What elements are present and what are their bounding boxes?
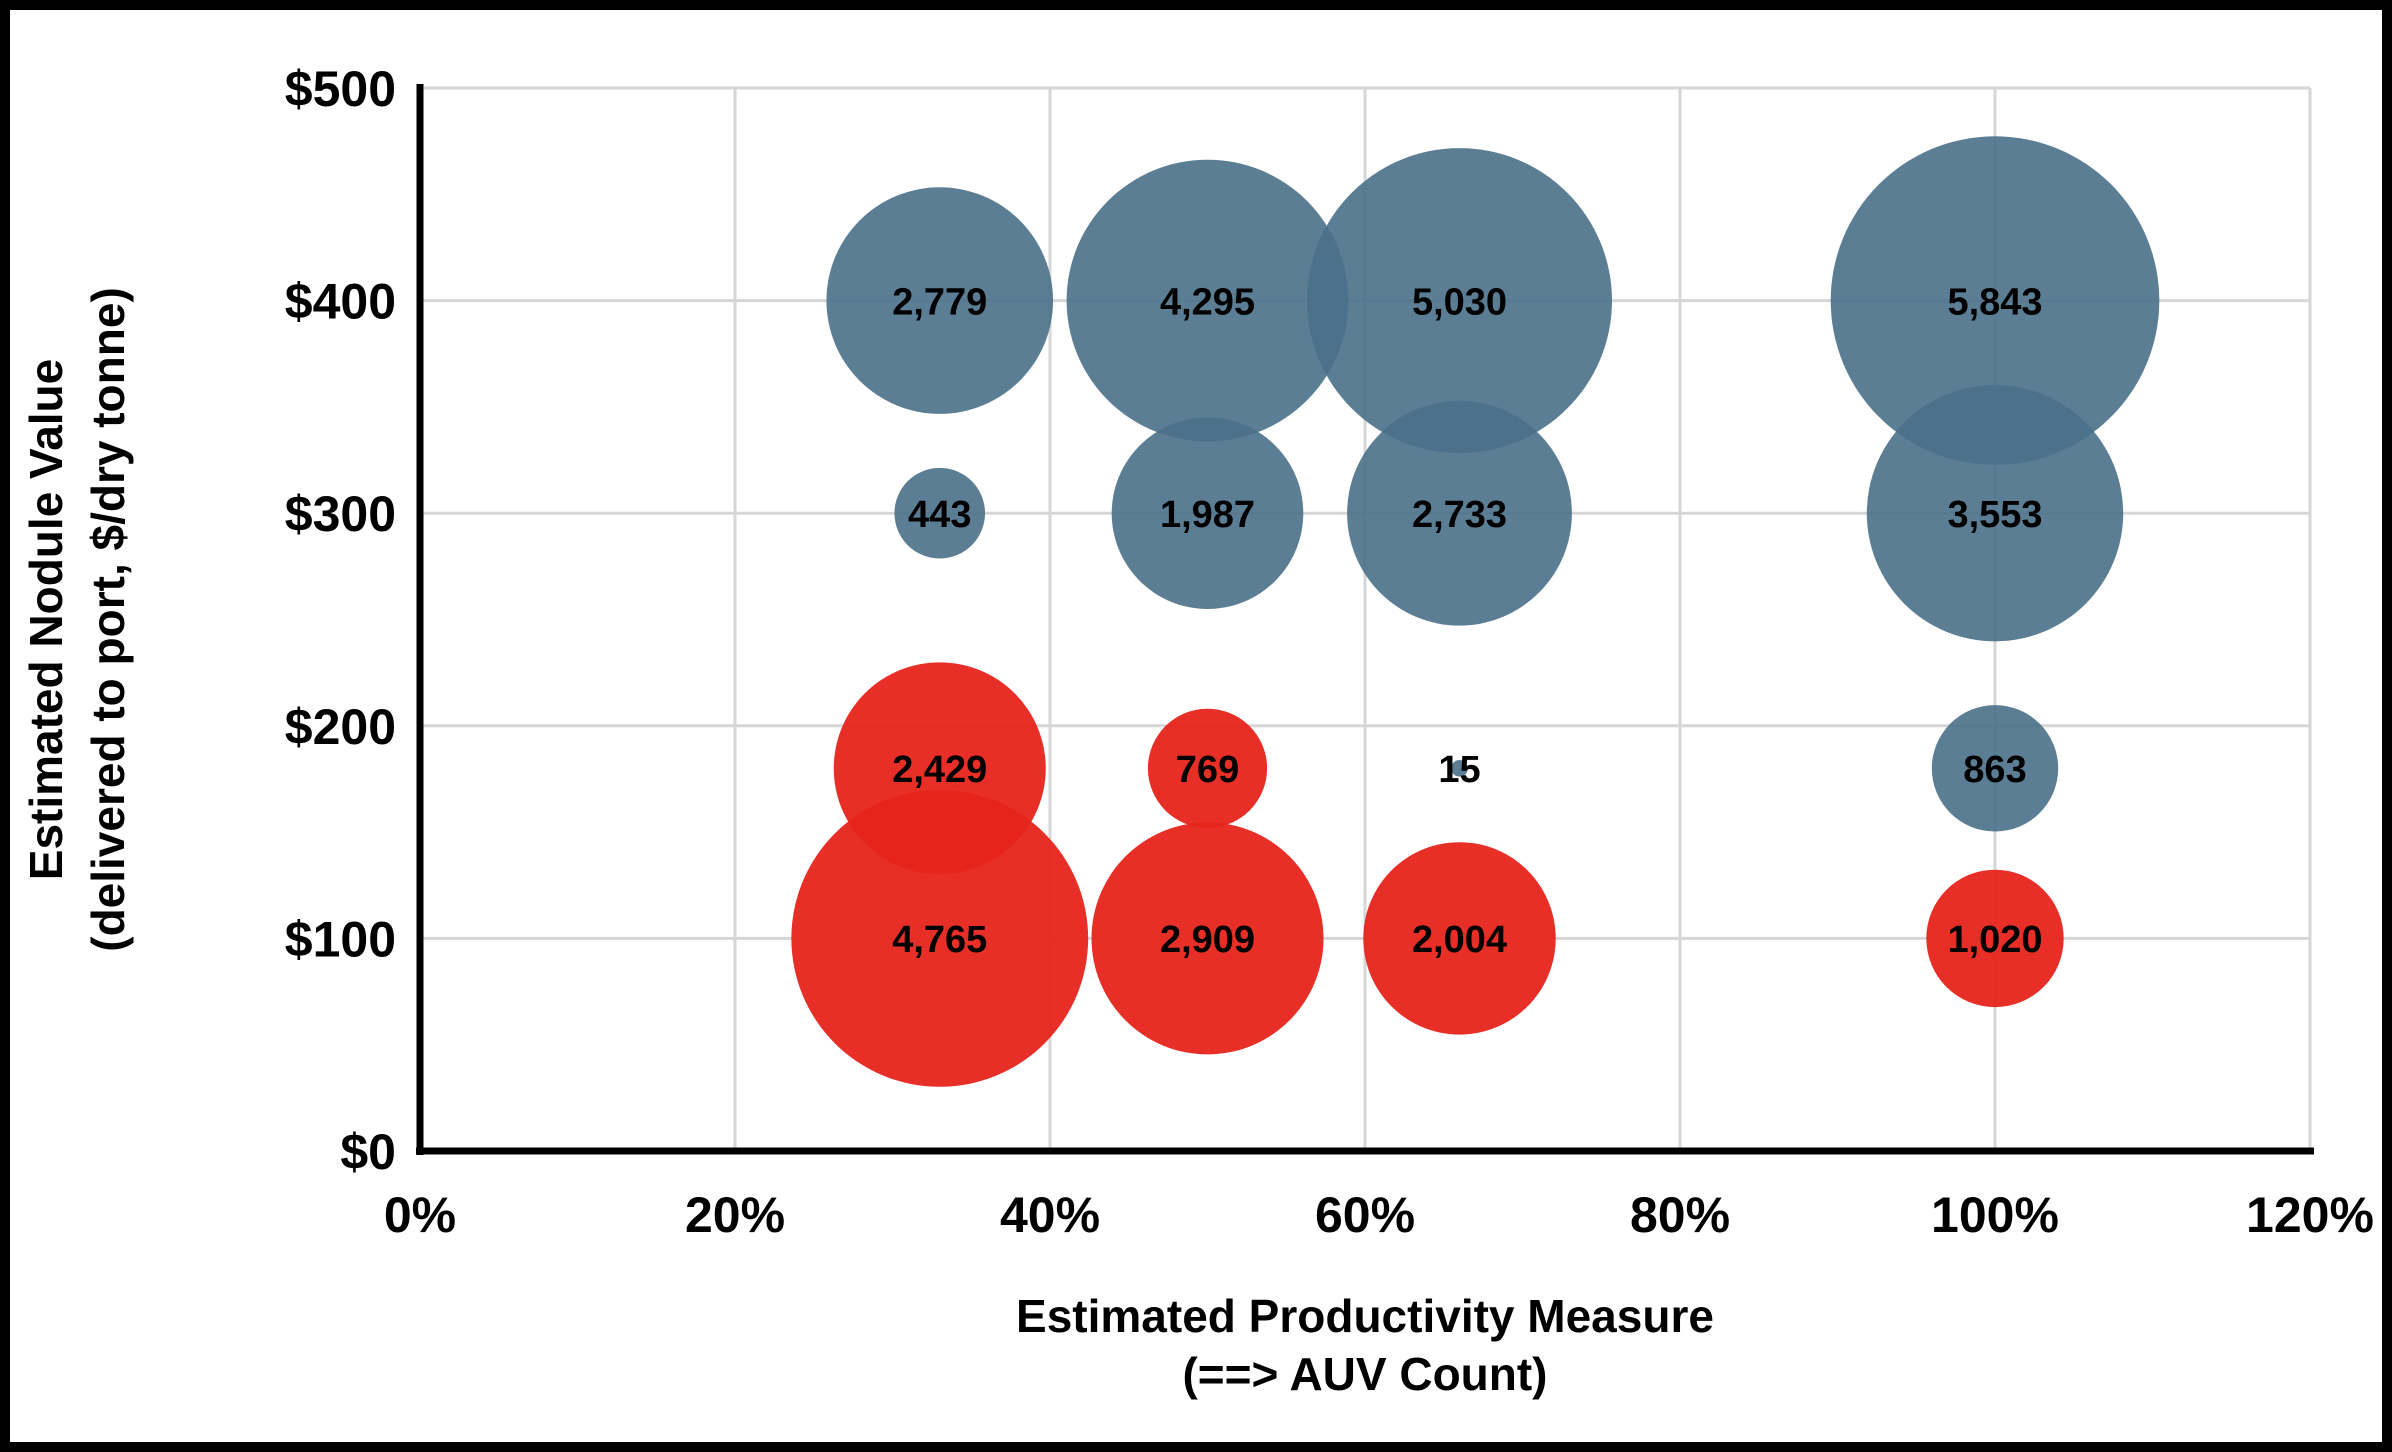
- y-tick-label: $300: [285, 486, 396, 542]
- bubble-label: 443: [908, 494, 971, 536]
- bubble-label: 2,733: [1412, 494, 1507, 536]
- y-axis-title: (delivered to port, $/dry tonne): [82, 287, 134, 952]
- bubble-label: 1,020: [1947, 919, 2042, 961]
- x-tick-label: 20%: [685, 1187, 785, 1243]
- bubble: [1066, 159, 1349, 442]
- bubble: [791, 790, 1089, 1087]
- bubble-label: 2,909: [1160, 919, 1255, 961]
- bubble-label: 5,843: [1947, 281, 2042, 323]
- bubble: [1091, 822, 1324, 1055]
- y-tick-label: $200: [285, 699, 396, 755]
- y-tick-label: $100: [285, 911, 396, 967]
- bubble: [1830, 136, 2160, 465]
- bubble: [1926, 869, 2064, 1008]
- bubble-label: 2,429: [892, 749, 987, 791]
- x-tick-label: 80%: [1630, 1187, 1730, 1243]
- bubble-label: 4,295: [1160, 281, 1255, 323]
- bubble: [894, 467, 986, 559]
- bubble-label: 769: [1176, 749, 1239, 791]
- x-tick-label: 100%: [1931, 1187, 2059, 1243]
- bubble: [1347, 400, 1572, 626]
- x-axis-title: Estimated Productivity Measure: [1016, 1290, 1714, 1342]
- bubble-label: 4,765: [892, 919, 987, 961]
- bubble-label: 2,004: [1412, 919, 1507, 961]
- bubble: [1111, 417, 1304, 609]
- y-tick-label: $400: [285, 274, 396, 330]
- x-tick-label: 0%: [384, 1187, 456, 1243]
- bubble: [1931, 705, 2059, 832]
- x-axis-title: (==> AUV Count): [1182, 1348, 1547, 1400]
- bubble-label: 3,553: [1947, 494, 2042, 536]
- bubble: [1451, 760, 1468, 777]
- x-tick-label: 120%: [2246, 1187, 2374, 1243]
- bubble: [1363, 842, 1556, 1035]
- y-tick-label: $500: [285, 61, 396, 117]
- y-tick-label: $0: [340, 1124, 396, 1180]
- bubble-label: 1,987: [1160, 494, 1255, 536]
- bubble-label: 15: [1438, 749, 1480, 791]
- x-tick-label: 40%: [1000, 1187, 1100, 1243]
- y-axis-title: Estimated Nodule Value: [20, 359, 72, 880]
- bubble: [1866, 385, 2124, 642]
- bubble-label: 863: [1963, 749, 2026, 791]
- bubble: [1147, 708, 1268, 828]
- bubble-chart: 0% 20% 40% 60% 80% 100% 120% $0 $100 $200 $300 $400…: [20, 61, 2374, 1400]
- bubble: [826, 187, 1054, 414]
- bubble: [1307, 148, 1612, 454]
- bubble-label: 2,779: [892, 281, 987, 323]
- x-tick-label: 60%: [1315, 1187, 1415, 1243]
- bubble-label: 5,030: [1412, 281, 1507, 323]
